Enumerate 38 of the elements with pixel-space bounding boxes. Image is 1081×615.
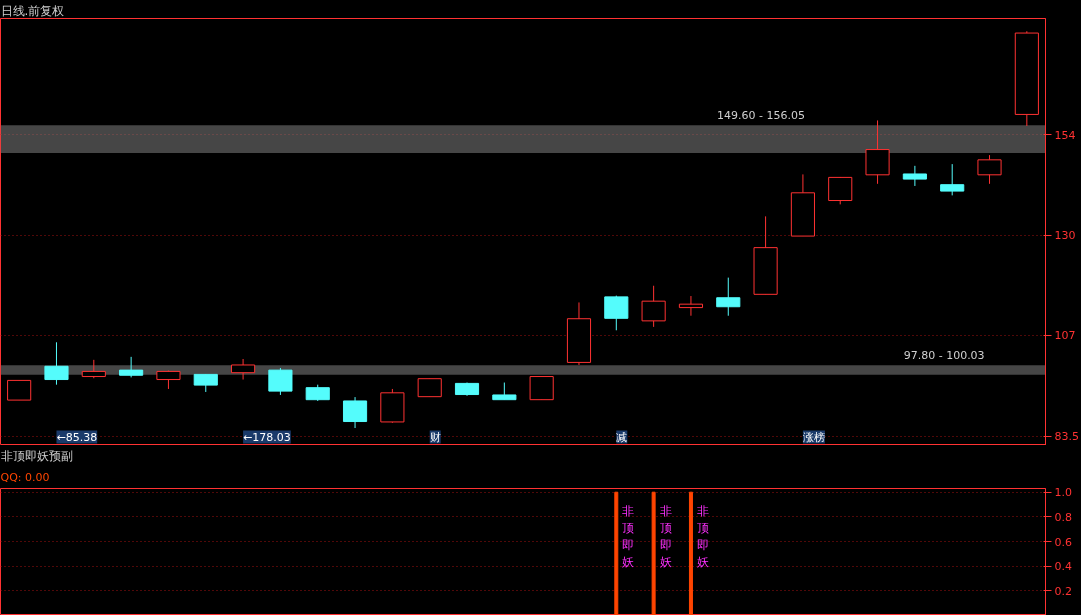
y-tick-label: 0.8 xyxy=(1054,510,1072,524)
chart-title: 非顶即妖预副 xyxy=(0,448,73,463)
candlestick xyxy=(7,379,32,401)
y-tick-label: 0.4 xyxy=(1054,560,1072,574)
candlestick xyxy=(342,396,368,429)
candlestick xyxy=(641,285,666,328)
y-tick-label: 83.5 xyxy=(1054,430,1079,444)
annotation: 减 xyxy=(616,430,628,444)
data-label: 非顶即妖 xyxy=(659,504,672,569)
candlestick xyxy=(678,295,704,317)
y-tick-label: 1.0 xyxy=(1054,486,1072,500)
y-tick-label: 107 xyxy=(1054,329,1076,343)
data-label: 非顶即妖 xyxy=(622,504,635,569)
annotation: 财 xyxy=(429,430,441,444)
candlestick xyxy=(44,341,69,386)
candlestick xyxy=(940,163,965,196)
y-tick-label: 0.2 xyxy=(1054,584,1072,598)
annotation: ←85.38 xyxy=(56,430,98,444)
band-label: 97.80 - 100.03 xyxy=(903,349,985,363)
band-label: 149.60 - 156.05 xyxy=(717,109,806,123)
annotation: ←178.03 xyxy=(243,430,291,444)
y-tick-label: 130 xyxy=(1054,229,1076,243)
data-label: 非顶即妖 xyxy=(696,504,709,569)
y-tick-label: 0.6 xyxy=(1054,535,1072,549)
candlestick xyxy=(268,367,293,396)
candlestick xyxy=(716,277,741,317)
annotation: 涨榜 xyxy=(802,430,825,444)
candlestick xyxy=(977,154,1002,185)
y-tick-label: 154 xyxy=(1054,128,1076,142)
candlestick xyxy=(231,358,256,381)
chart-subtitle: QQ: 0.00 xyxy=(0,470,50,484)
chart-title: 日线.前复权 xyxy=(0,3,65,18)
candlestick xyxy=(119,356,144,378)
candlestick xyxy=(902,165,927,187)
candlestick xyxy=(604,295,629,331)
candlestick xyxy=(529,376,554,401)
candlestick xyxy=(81,359,106,379)
candlestick xyxy=(828,176,853,205)
